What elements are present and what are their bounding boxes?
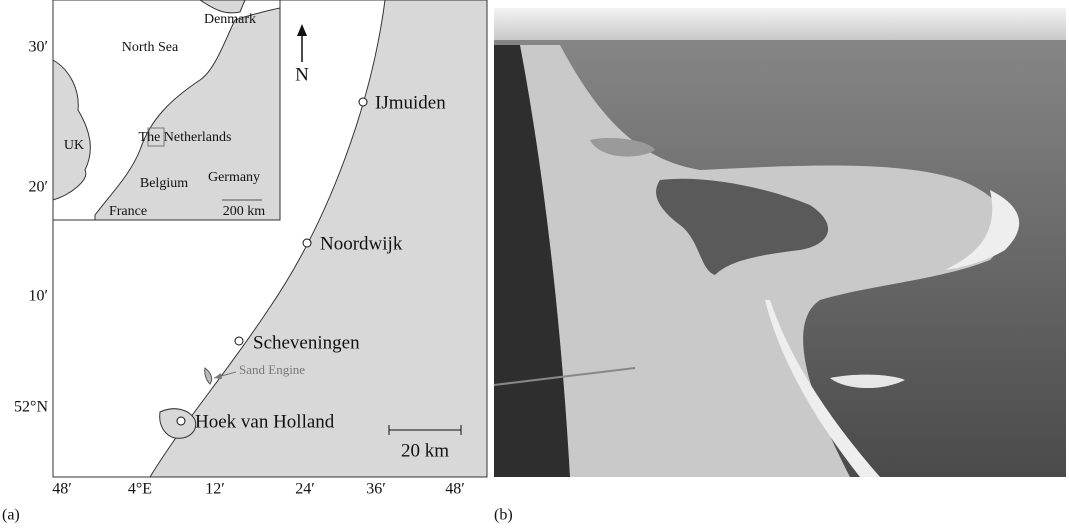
place-marker bbox=[235, 337, 243, 345]
lat-tick: 10′ bbox=[29, 288, 49, 305]
lon-tick: 24′ bbox=[295, 481, 315, 498]
lon-tick: 36′ bbox=[366, 481, 386, 498]
place-marker bbox=[303, 239, 311, 247]
inset-label: Denmark bbox=[204, 12, 256, 27]
inset-label: UK bbox=[64, 138, 84, 153]
inset-label: North Sea bbox=[122, 40, 179, 55]
map-panel: Denmark North Sea UK The Netherlands Bel… bbox=[2, 0, 487, 524]
inset-label: France bbox=[109, 204, 147, 219]
lon-tick: 4°E bbox=[128, 481, 152, 498]
lat-tick: 52°N bbox=[14, 399, 48, 416]
annotation: Sand Engine bbox=[239, 362, 305, 377]
place-marker bbox=[359, 98, 367, 106]
place-marker bbox=[177, 417, 185, 425]
figure: Denmark North Sea UK The Netherlands Bel… bbox=[0, 0, 1069, 526]
lat-tick: 20′ bbox=[29, 179, 49, 196]
place-label: Noordwijk bbox=[320, 233, 403, 254]
panel-label: (a) bbox=[2, 507, 20, 524]
photo-panel: (b) bbox=[494, 8, 1066, 524]
lat-tick: 30′ bbox=[29, 39, 49, 56]
place-label: IJmuiden bbox=[375, 92, 446, 113]
inset-label: Germany bbox=[208, 170, 260, 185]
place-label: Hoek van Holland bbox=[195, 411, 335, 432]
inset-scale: 200 km bbox=[223, 204, 266, 219]
place-label: Scheveningen bbox=[253, 332, 360, 353]
north-label: N bbox=[295, 64, 309, 85]
panel-label: (b) bbox=[494, 507, 513, 524]
inset-label: The Netherlands bbox=[139, 130, 232, 145]
lon-tick: 12′ bbox=[205, 481, 225, 498]
sky bbox=[494, 8, 1066, 40]
inset-label: Belgium bbox=[140, 176, 188, 191]
scale-label: 20 km bbox=[401, 440, 449, 461]
lon-tick: 48′ bbox=[445, 481, 465, 498]
lon-tick: 48′ bbox=[52, 481, 72, 498]
